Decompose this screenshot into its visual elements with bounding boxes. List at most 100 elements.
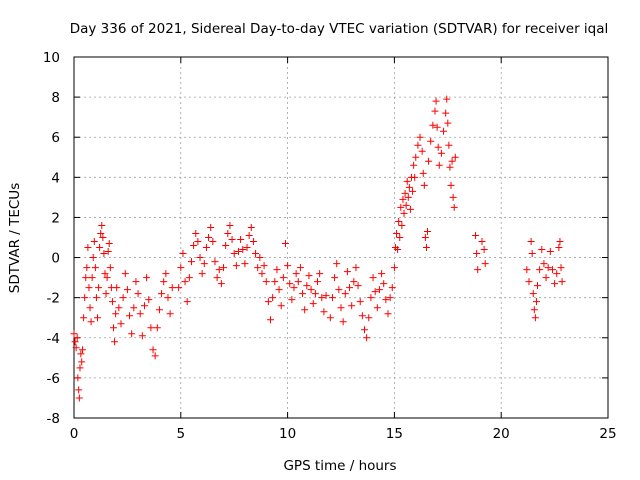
data-point (207, 223, 215, 231)
data-point (162, 270, 170, 278)
data-point (190, 242, 198, 250)
data-point (401, 189, 409, 197)
data-point (166, 310, 174, 318)
data-point (213, 274, 221, 282)
data-point (101, 270, 109, 278)
data-point (314, 278, 322, 286)
data-point (437, 149, 445, 157)
data-point (286, 280, 294, 288)
data-point (363, 334, 371, 342)
data-point (416, 133, 424, 141)
data-point (198, 270, 206, 278)
data-point (230, 250, 238, 258)
data-point (228, 236, 236, 244)
data-point (284, 262, 292, 270)
data-point (542, 274, 550, 282)
data-point (102, 290, 110, 298)
data-point (399, 195, 407, 203)
data-point (258, 270, 266, 278)
data-point (145, 296, 153, 304)
data-point (247, 223, 255, 231)
data-point (444, 119, 452, 127)
data-point (540, 260, 548, 268)
data-point (273, 266, 281, 274)
data-point (445, 141, 453, 149)
data-point (384, 310, 392, 318)
data-point (158, 290, 166, 298)
data-point (95, 284, 103, 292)
data-point (356, 298, 364, 306)
data-point (82, 274, 90, 282)
data-point (534, 282, 542, 290)
data-point (79, 346, 87, 354)
data-point (405, 183, 413, 191)
data-point (252, 250, 260, 258)
data-point (292, 270, 300, 278)
data-point (179, 250, 187, 258)
data-point (84, 244, 92, 252)
data-point (341, 290, 349, 298)
data-point (303, 282, 311, 290)
data-point (296, 264, 304, 272)
data-point (81, 294, 89, 302)
data-point (245, 231, 253, 239)
data-point (97, 229, 105, 237)
data-point (85, 284, 93, 292)
data-point (108, 298, 116, 306)
data-point (354, 282, 362, 290)
data-point (422, 244, 430, 252)
data-point (326, 314, 334, 322)
data-point (262, 278, 270, 286)
data-point (72, 344, 80, 352)
data-point (294, 278, 302, 286)
data-point (249, 238, 257, 246)
data-point (412, 153, 420, 161)
data-point (442, 109, 450, 117)
data-point (100, 250, 108, 258)
data-point (104, 248, 112, 256)
data-point (382, 296, 390, 304)
data-point (432, 97, 440, 105)
data-point (480, 246, 488, 254)
data-point (98, 221, 106, 229)
data-point (335, 286, 343, 294)
data-point (529, 290, 537, 298)
data-point (318, 294, 326, 302)
data-point (70, 330, 78, 338)
data-point (260, 262, 268, 270)
data-point (277, 302, 285, 310)
data-point (402, 201, 410, 209)
data-point (149, 346, 157, 354)
data-point (89, 254, 97, 262)
data-point (211, 258, 219, 266)
data-point (75, 386, 83, 394)
data-point (322, 292, 330, 300)
y-tick-label: -6 (47, 371, 60, 387)
chart-title: Day 336 of 2021, Sidereal Day-to-day VTE… (70, 21, 609, 37)
data-point (132, 278, 140, 286)
data-point (93, 314, 101, 322)
data-point (472, 231, 480, 239)
data-point (243, 244, 251, 252)
data-point (78, 358, 86, 366)
data-point (418, 147, 426, 155)
plot-frame (73, 56, 609, 419)
data-point (232, 262, 240, 270)
x-tick-label: 15 (386, 426, 403, 442)
data-point (119, 294, 127, 302)
data-point (536, 266, 544, 274)
data-point (316, 270, 324, 278)
data-point (395, 217, 403, 225)
data-point (155, 306, 163, 314)
data-point (254, 264, 262, 272)
data-point (168, 284, 176, 292)
data-point (449, 193, 457, 201)
data-point (256, 254, 264, 262)
y-tick-label: -8 (47, 411, 60, 427)
axis-ticks: 0 5 10 15 20 25 -8 -6 -4 -2 0 2 4 6 8 10 (43, 50, 617, 442)
y-tick-label: -4 (47, 331, 60, 347)
data-point (544, 264, 552, 272)
data-point (558, 278, 566, 286)
